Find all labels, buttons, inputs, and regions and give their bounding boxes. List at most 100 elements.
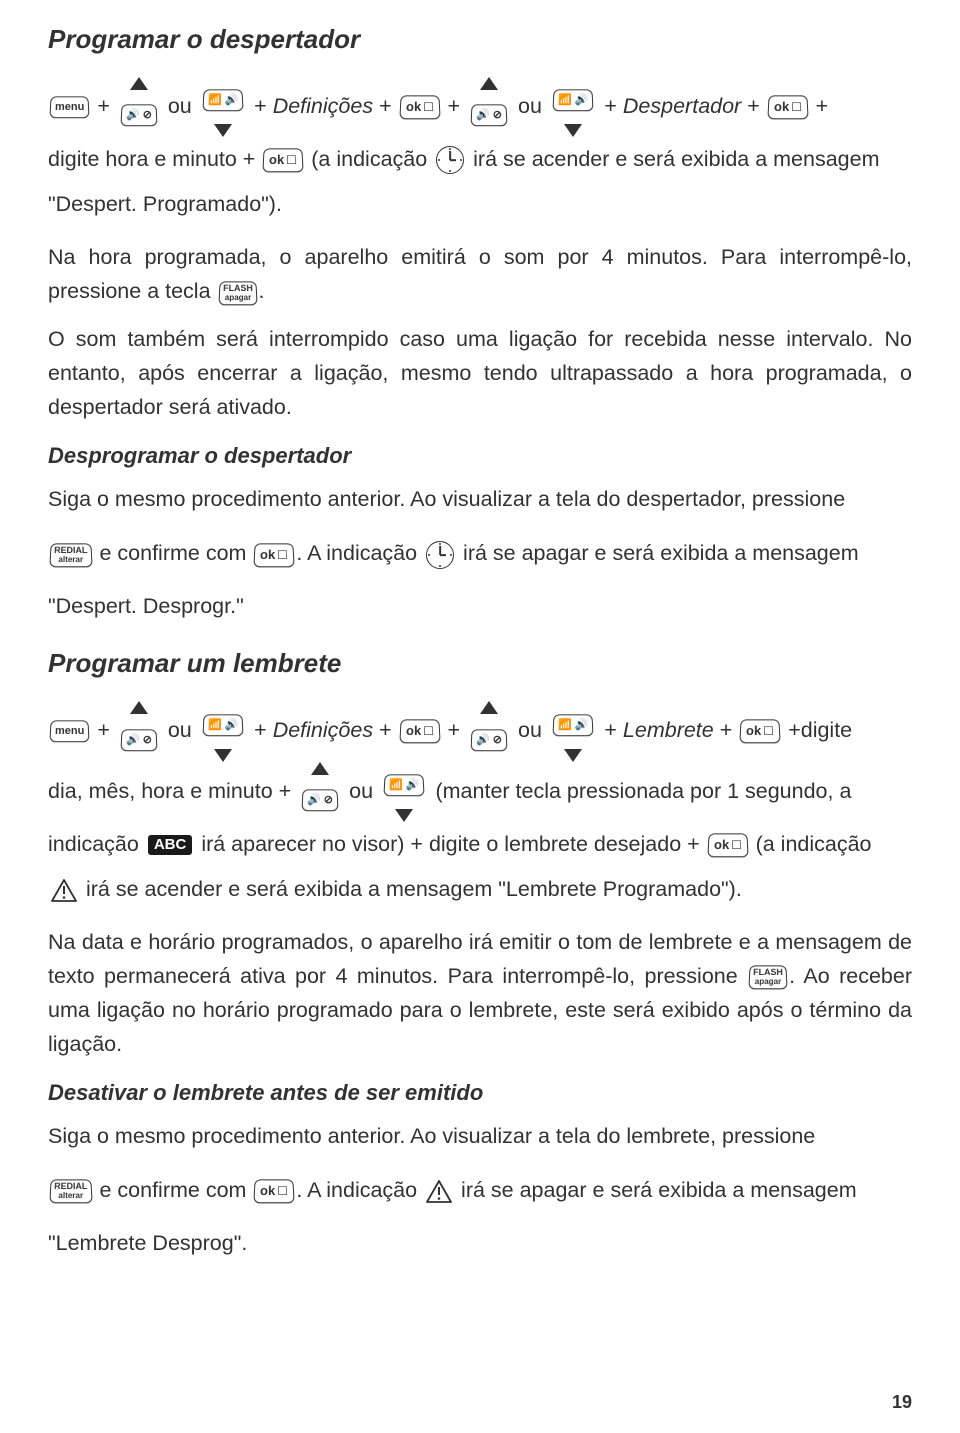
nav-down-key: 📶 🔊 xyxy=(383,774,425,796)
arrow-down-icon xyxy=(564,749,582,762)
manter-text: (manter tecla pressionada por 1 segundo,… xyxy=(435,778,851,802)
clock-icon xyxy=(423,531,457,576)
p-siga-2: Siga o mesmo procedimento anterior. Ao v… xyxy=(48,1120,912,1154)
confirme-text: e confirme com xyxy=(99,1178,252,1202)
menu-key: menu xyxy=(49,96,90,118)
redial-key: REDIALalterar xyxy=(49,1180,92,1204)
ok-key: ok xyxy=(254,543,295,567)
arrow-down-icon xyxy=(214,124,232,137)
ira-aparecer-text: irá aparecer no visor) + digite o lembre… xyxy=(201,832,705,856)
warning-icon xyxy=(51,879,77,902)
nav-up-key-group: 🔊 ⊘ xyxy=(119,701,159,761)
arrow-up-icon xyxy=(130,77,148,90)
period: . xyxy=(259,279,265,303)
nav-down-key: 📶 🔊 xyxy=(552,90,594,112)
ou-text: ou xyxy=(518,718,542,742)
indicacao-word: indicação xyxy=(48,832,145,856)
heading-programar-lembrete: Programar um lembrete xyxy=(48,648,912,679)
despert-programado-text: "Despert. Programado"). xyxy=(48,192,282,216)
clock-icon xyxy=(433,137,467,182)
a-indicacao-text: (a indicação xyxy=(311,147,433,171)
despertador-text: Despertador xyxy=(623,94,741,118)
sequence-despertador: menu + 🔊 ⊘ ou 📶 🔊 + Definições + ok + 🔊 … xyxy=(48,77,912,227)
p-na-data: Na data e horário programados, o aparelh… xyxy=(48,926,912,1062)
sequence-lembrete: menu + 🔊 ⊘ ou 📶 🔊 + Definições + ok + 🔊 … xyxy=(48,701,912,912)
ok-key: ok xyxy=(399,720,440,744)
ok-key: ok xyxy=(740,720,781,744)
a-indicacao-par: (a indicação xyxy=(756,832,872,856)
plus: + xyxy=(442,718,467,742)
p-na-hora: Na hora programada, o aparelho emitirá o… xyxy=(48,241,912,309)
warning-icon xyxy=(426,1180,452,1203)
lembrete-desprog-text: "Lembrete Desprog". xyxy=(48,1227,912,1261)
arrow-down-icon xyxy=(395,809,413,822)
despert-desprogr-text: "Despert. Desprogr." xyxy=(48,590,912,624)
heading-programar-despertador: Programar o despertador xyxy=(48,24,912,55)
ou-text: ou xyxy=(168,718,192,742)
ok-key: ok xyxy=(767,96,808,120)
nav-up-key-group: 🔊 ⊘ xyxy=(469,701,509,761)
nav-up-key-group: 🔊 ⊘ xyxy=(300,762,340,822)
plus: + xyxy=(810,94,829,118)
menu-key: menu xyxy=(49,721,90,743)
nav-down-key-group: 📶 🔊 xyxy=(201,77,245,137)
nav-up-key-group: 🔊 ⊘ xyxy=(119,77,159,137)
ira-acender-lembrete-text: irá se acender e será exibida a mensagem… xyxy=(86,877,742,901)
nav-up-key: 🔊 ⊘ xyxy=(120,729,157,751)
ira-apagar-text: irá se apagar e será exibida a mensagem xyxy=(461,1178,857,1202)
confirme-text: e confirme com xyxy=(99,541,252,565)
ou-text: ou xyxy=(168,94,192,118)
plus: + xyxy=(254,718,273,742)
flash-key: FLASHapagar xyxy=(749,966,788,990)
plus: + xyxy=(741,94,766,118)
plus: + xyxy=(91,718,116,742)
plus: + xyxy=(714,718,739,742)
nav-down-key-group: 📶 🔊 xyxy=(382,762,426,822)
ou-text: ou xyxy=(349,778,373,802)
nav-up-key: 🔊 ⊘ xyxy=(120,105,157,127)
nav-down-key-group: 📶 🔊 xyxy=(551,77,595,137)
nav-down-key: 📶 🔊 xyxy=(202,90,244,112)
arrow-up-icon xyxy=(480,701,498,714)
p-na-hora-1: Na hora programada, o aparelho emitirá o… xyxy=(48,245,912,303)
flash-key: FLASHapagar xyxy=(218,281,257,305)
plus: + xyxy=(254,94,273,118)
nav-down-key-group: 📶 🔊 xyxy=(201,701,245,761)
arrow-down-icon xyxy=(564,124,582,137)
ou-text: ou xyxy=(518,94,542,118)
arrow-up-icon xyxy=(311,762,329,775)
nav-up-key-group: 🔊 ⊘ xyxy=(469,77,509,137)
arrow-down-icon xyxy=(214,749,232,762)
nav-down-key: 📶 🔊 xyxy=(552,714,594,736)
nav-up-key: 🔊 ⊘ xyxy=(471,105,508,127)
arrow-up-icon xyxy=(130,701,148,714)
arrow-up-icon xyxy=(480,77,498,90)
indicacao-text: . A indicação xyxy=(296,541,423,565)
ira-apagar-text: irá se apagar e será exibida a mensagem xyxy=(463,541,859,565)
nav-down-key-group: 📶 🔊 xyxy=(551,701,595,761)
plus-digite-text: +digite xyxy=(788,718,852,742)
heading-desprogramar: Desprogramar o despertador xyxy=(48,443,912,469)
plus: + xyxy=(442,94,467,118)
lembrete-text: Lembrete xyxy=(623,718,714,742)
plus: + xyxy=(373,718,398,742)
heading-desativar-lembrete: Desativar o lembrete antes de ser emitid… xyxy=(48,1080,912,1106)
plus: + xyxy=(604,718,623,742)
ok-key: ok xyxy=(254,1180,295,1204)
ok-key: ok xyxy=(399,96,440,120)
indicacao-text: . A indicação xyxy=(296,1178,423,1202)
ok-key: ok xyxy=(263,149,304,173)
nav-down-key: 📶 🔊 xyxy=(202,714,244,736)
ok-key: ok xyxy=(707,833,748,857)
nav-up-key: 🔊 ⊘ xyxy=(471,729,508,751)
confirm-row-2: REDIALalterar e confirme com ok. A indic… xyxy=(48,1168,912,1213)
digite-hora-text: digite hora e minuto + xyxy=(48,147,261,171)
abc-badge: ABC xyxy=(148,835,193,855)
page: Programar o despertador menu + 🔊 ⊘ ou 📶 … xyxy=(0,0,960,1433)
page-number: 19 xyxy=(892,1392,912,1413)
plus: + xyxy=(604,94,623,118)
dia-mes-text: dia, mês, hora e minuto + xyxy=(48,778,297,802)
redial-key: REDIALalterar xyxy=(49,543,92,567)
definicoes-text: Definições xyxy=(273,718,373,742)
plus: + xyxy=(373,94,398,118)
